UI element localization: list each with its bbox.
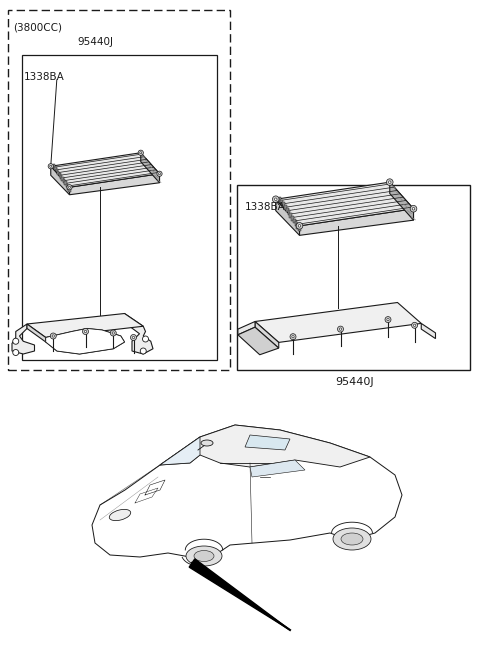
Bar (54, 166, 57, 170)
Polygon shape (27, 324, 46, 342)
Circle shape (52, 335, 54, 337)
Circle shape (48, 164, 53, 169)
Ellipse shape (186, 546, 222, 566)
Bar (69, 188, 71, 192)
Circle shape (69, 186, 71, 188)
Ellipse shape (341, 533, 363, 545)
Bar (295, 221, 298, 226)
Circle shape (50, 333, 56, 339)
Bar (284, 205, 287, 210)
Circle shape (67, 185, 72, 190)
Polygon shape (255, 303, 421, 343)
Circle shape (110, 330, 116, 336)
Bar (61, 178, 64, 181)
Circle shape (131, 335, 136, 341)
Circle shape (140, 348, 146, 354)
Polygon shape (46, 329, 124, 354)
Bar (66, 183, 68, 187)
Polygon shape (124, 314, 153, 354)
Polygon shape (250, 460, 305, 477)
Polygon shape (51, 153, 159, 187)
Circle shape (298, 225, 301, 227)
Circle shape (339, 328, 342, 330)
Circle shape (292, 335, 294, 338)
Bar (53, 164, 55, 168)
Polygon shape (245, 435, 290, 450)
Text: 1338BA: 1338BA (245, 202, 286, 212)
Polygon shape (92, 425, 402, 557)
Circle shape (388, 181, 391, 183)
Polygon shape (70, 174, 159, 195)
Polygon shape (276, 182, 413, 226)
Text: 95440J: 95440J (77, 37, 113, 47)
Polygon shape (189, 559, 290, 630)
Bar (291, 216, 294, 221)
Circle shape (275, 198, 277, 200)
Circle shape (157, 171, 162, 176)
Polygon shape (46, 329, 124, 354)
Bar (297, 224, 299, 229)
Circle shape (132, 337, 134, 339)
Bar (67, 186, 69, 189)
Bar (237, 185, 470, 370)
Circle shape (273, 196, 279, 202)
Circle shape (140, 152, 142, 154)
Ellipse shape (201, 440, 213, 446)
Circle shape (158, 173, 160, 175)
Circle shape (50, 165, 52, 167)
Ellipse shape (333, 528, 371, 550)
Circle shape (413, 324, 416, 326)
Circle shape (386, 179, 393, 185)
Polygon shape (160, 425, 370, 467)
Circle shape (412, 322, 418, 328)
Ellipse shape (109, 510, 131, 521)
Circle shape (112, 332, 114, 334)
Bar (289, 213, 292, 218)
Bar (56, 168, 58, 172)
Bar (282, 202, 285, 207)
Bar (8, 10, 230, 370)
Bar (59, 173, 61, 177)
Polygon shape (421, 324, 435, 339)
Bar (64, 181, 67, 185)
Polygon shape (27, 314, 143, 337)
Circle shape (387, 318, 389, 321)
Polygon shape (12, 324, 35, 354)
Circle shape (296, 223, 303, 229)
Polygon shape (238, 322, 255, 335)
Bar (293, 219, 296, 223)
Circle shape (410, 206, 417, 212)
Circle shape (83, 329, 88, 335)
Polygon shape (276, 199, 300, 235)
Polygon shape (390, 182, 413, 220)
Circle shape (13, 350, 19, 356)
Text: (3800CC): (3800CC) (13, 22, 62, 32)
Bar (286, 208, 288, 212)
Polygon shape (141, 153, 159, 183)
Bar (57, 171, 60, 174)
Ellipse shape (194, 550, 214, 561)
Polygon shape (160, 437, 200, 465)
Bar (280, 200, 283, 204)
Circle shape (290, 333, 296, 340)
Bar (278, 197, 281, 202)
Circle shape (412, 208, 415, 210)
Bar (298, 227, 301, 231)
Bar (288, 210, 290, 215)
Polygon shape (255, 322, 279, 348)
Polygon shape (300, 209, 413, 235)
Circle shape (13, 338, 19, 345)
Bar (63, 179, 65, 183)
Circle shape (138, 150, 144, 155)
Circle shape (337, 326, 344, 332)
Text: 95440J: 95440J (335, 377, 373, 387)
Text: 1338BA: 1338BA (24, 72, 65, 82)
Circle shape (143, 336, 148, 342)
Circle shape (385, 316, 391, 323)
Bar (60, 175, 62, 179)
Circle shape (84, 330, 86, 333)
Bar (22, 55, 217, 360)
Polygon shape (51, 166, 70, 195)
Polygon shape (238, 328, 279, 355)
